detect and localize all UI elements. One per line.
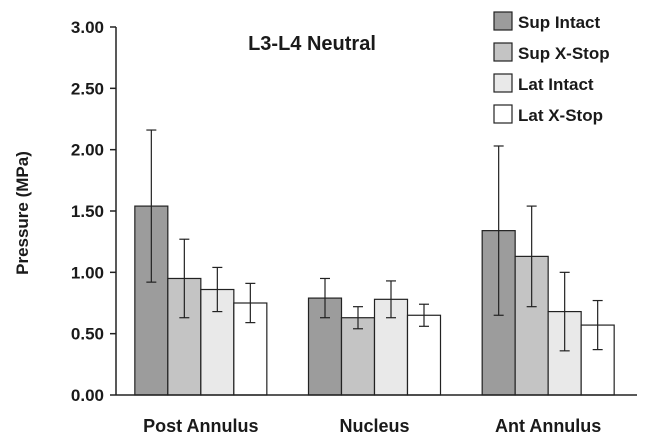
chart-title: L3-L4 Neutral [248,33,376,55]
legend-label: Sup Intact [518,13,601,32]
x-tick-label: Nucleus [339,416,409,436]
legend-swatch [493,104,513,124]
y-tick-label: 2.50 [71,79,104,98]
legend-swatch [493,42,513,62]
legend-swatch [493,73,513,93]
x-tick-label: Ant Annulus [495,416,601,436]
y-tick-label: 0.50 [71,325,104,344]
y-tick-label: 1.50 [71,202,104,221]
bar [580,324,615,396]
legend-swatch [493,11,513,31]
y-axis-label: Pressure (MPa) [13,151,32,275]
legend-label: Lat X-Stop [518,106,603,125]
bars [134,129,615,396]
y-axis: 0.00 0.50 1.00 1.50 2.00 2.50 3.00 [71,18,117,405]
bar [340,317,376,396]
legend-label: Lat Intact [518,75,594,94]
legend-label: Sup X-Stop [518,44,610,63]
y-tick-label: 3.00 [71,18,104,37]
x-axis: Post Annulus Nucleus Ant Annulus [116,394,637,436]
bar [406,314,442,396]
x-tick-label: Post Annulus [143,416,258,436]
y-tick-label: 2.00 [71,141,104,160]
y-tick-label: 0.00 [71,386,104,405]
legend: Sup Intact Sup X-Stop Lat Intact Lat X-Stop [493,11,610,125]
y-tick-label: 1.00 [71,263,104,282]
